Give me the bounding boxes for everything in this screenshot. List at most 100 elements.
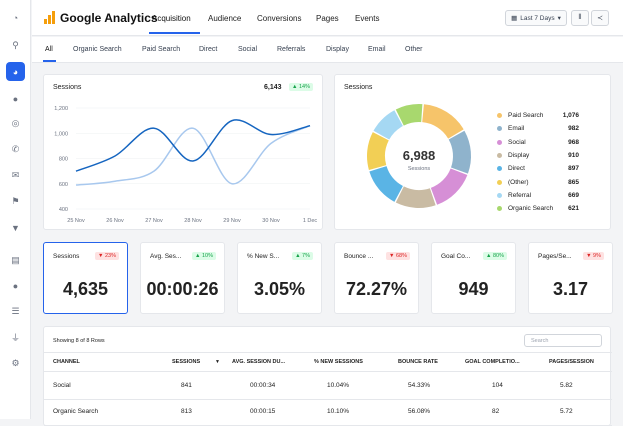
- search-icon[interactable]: ⚲: [12, 40, 19, 50]
- gear-icon[interactable]: ⚙: [11, 358, 20, 368]
- kpi-title: Goal Co...: [441, 253, 471, 260]
- chevron-down-icon: ▾: [557, 15, 561, 22]
- subtab-other[interactable]: Other: [405, 46, 423, 53]
- table-cell: 10.04%: [327, 382, 350, 389]
- topnav-conversions[interactable]: Conversions: [257, 14, 302, 23]
- subtab-organic-search[interactable]: Organic Search: [73, 46, 122, 53]
- donut-slice[interactable]: [367, 132, 389, 170]
- kpi-card[interactable]: Bounce ... ▼ 68% 72.27%: [334, 242, 419, 314]
- legend-value: 1,076: [562, 112, 579, 119]
- calendar-icon: ▦: [511, 15, 518, 22]
- kpi-card[interactable]: Sessions ▼ 23% 4,635: [43, 242, 128, 314]
- kpi-title: Pages/Se...: [538, 253, 572, 260]
- legend-label: Social: [508, 138, 526, 146]
- pie-chart-icon[interactable]: ◕: [6, 62, 25, 81]
- legend-item[interactable]: Direct 897: [497, 165, 579, 172]
- legend-item[interactable]: Social 968: [497, 139, 579, 146]
- kpi-card[interactable]: Avg. Ses... ▲ 10% 00:00:26: [140, 242, 225, 314]
- subtab-social[interactable]: Social: [238, 46, 258, 53]
- legend-item[interactable]: Paid Search 1,076: [497, 112, 579, 119]
- columns-icon: ⫴: [578, 14, 582, 21]
- kpi-title: Sessions: [53, 253, 80, 260]
- sidebar: ◔ ⚲ ◕ ● ◎ ✆ ✉ ⚑ ▼ ▤ ● ☰ ⏚ ⚙: [0, 0, 31, 419]
- line-chart: 1,200 1,000 800 600 400 25 Nov 26 Nov 27 Nov 28 …: [54, 106, 317, 224]
- col-new-sessions[interactable]: % NEW SESSIONS: [314, 359, 363, 365]
- legend-item[interactable]: (Other) 865: [497, 179, 579, 186]
- topnav-audience[interactable]: Audience: [208, 14, 242, 23]
- dashboard-icon[interactable]: ◔: [12, 12, 19, 23]
- subtab-paid-search[interactable]: Paid Search: [142, 46, 181, 53]
- col-pages-session[interactable]: PAGES/SESSION: [549, 359, 594, 365]
- topnav-pages[interactable]: Pages: [316, 14, 339, 23]
- table-cell: 841: [181, 382, 192, 389]
- legend-label: Referral: [508, 191, 532, 199]
- location-icon[interactable]: ⚑: [11, 196, 20, 206]
- table-caption: Showing 8 of 8 Rows: [53, 338, 105, 344]
- donut-slice[interactable]: [369, 166, 403, 202]
- col-sessions[interactable]: SESSIONS: [172, 359, 201, 365]
- kpi-card[interactable]: Goal Co... ▲ 80% 949: [431, 242, 516, 314]
- document-icon[interactable]: ▤: [11, 255, 20, 265]
- x-tick-label: 25 Nov: [67, 218, 85, 224]
- legend-label: Direct: [508, 165, 525, 173]
- donut-slice[interactable]: [422, 104, 464, 139]
- user-icon[interactable]: ●: [12, 280, 19, 291]
- date-range-label: Last 7 Days: [520, 14, 555, 22]
- col-goal-completions[interactable]: GOAL COMPLETIO...: [465, 359, 520, 365]
- legend-item[interactable]: Organic Search 621: [497, 205, 579, 212]
- cart-icon[interactable]: ▼: [11, 222, 20, 233]
- chat-icon[interactable]: ●: [12, 93, 19, 104]
- legend-item[interactable]: Referral 669: [497, 192, 579, 199]
- donut-slice[interactable]: [448, 130, 471, 174]
- col-channel[interactable]: CHANNEL: [53, 359, 80, 365]
- columns-button[interactable]: ⫴: [571, 10, 589, 26]
- donut-chart: [367, 104, 471, 208]
- col-bounce-rate[interactable]: BOUNCE RATE: [398, 359, 438, 365]
- legend-item[interactable]: Email 982: [497, 125, 579, 132]
- donut-slice[interactable]: [373, 110, 403, 140]
- series-line: [75, 124, 311, 186]
- list-icon[interactable]: ☰: [11, 306, 20, 316]
- kpi-value: 3.05%: [253, 279, 306, 299]
- col-avg-session-duration[interactable]: AVG. SESSION DU...: [232, 359, 286, 365]
- subtab-display[interactable]: Display: [326, 46, 349, 53]
- donut-slice[interactable]: [395, 104, 423, 126]
- top-bar: Google Analytics Acquisition Audience Co…: [32, 0, 623, 36]
- subtab-direct[interactable]: Direct: [199, 46, 218, 53]
- table-search-input[interactable]: Search: [524, 334, 602, 347]
- donut-slice[interactable]: [395, 186, 436, 208]
- plug-icon[interactable]: ⏚: [10, 333, 20, 343]
- table-cell: 10.10%: [327, 408, 350, 415]
- x-tick-label: 30 Nov: [262, 218, 280, 224]
- legend-item[interactable]: Display 910: [497, 152, 579, 159]
- donut-slice[interactable]: [430, 168, 468, 205]
- legend-value: 982: [568, 125, 579, 133]
- y-tick-label: 1,200: [54, 106, 68, 112]
- subtab-referrals[interactable]: Referrals: [277, 46, 306, 53]
- kpi-trend-badge: ▼ 68%: [386, 252, 410, 260]
- line-card-value: 6,143: [264, 84, 282, 91]
- series-line: [75, 119, 311, 172]
- kpi-trend-badge: ▲ 7%: [292, 252, 313, 260]
- sort-desc-icon[interactable]: ▼: [215, 359, 220, 365]
- table-cell: 82: [492, 408, 500, 415]
- x-tick-label: 28 Nov: [184, 218, 202, 224]
- analytics-logo-icon: [44, 10, 55, 24]
- kpi-trend-badge: ▼ 9%: [583, 252, 604, 260]
- share-button[interactable]: ≺: [591, 10, 609, 26]
- subtab-all[interactable]: All: [45, 46, 53, 53]
- subtab-email[interactable]: Email: [368, 46, 386, 53]
- legend-swatch: [497, 179, 502, 185]
- date-range-button[interactable]: ▦ Last 7 Days ▾: [505, 10, 567, 26]
- phone-icon[interactable]: ✆: [11, 144, 20, 154]
- kpi-card[interactable]: Pages/Se... ▼ 9% 3.17: [528, 242, 613, 314]
- topnav-events[interactable]: Events: [355, 14, 380, 23]
- topnav-acquisition[interactable]: Acquisition: [152, 14, 191, 23]
- legend-swatch: [497, 152, 502, 158]
- legend-value: 865: [568, 178, 579, 186]
- kpi-card[interactable]: % New S... ▲ 7% 3.05%: [237, 242, 322, 314]
- mail-icon[interactable]: ✉: [11, 170, 20, 180]
- active-subtab-indicator: [43, 60, 56, 62]
- globe-icon[interactable]: ◎: [11, 118, 20, 128]
- divider: [44, 371, 612, 372]
